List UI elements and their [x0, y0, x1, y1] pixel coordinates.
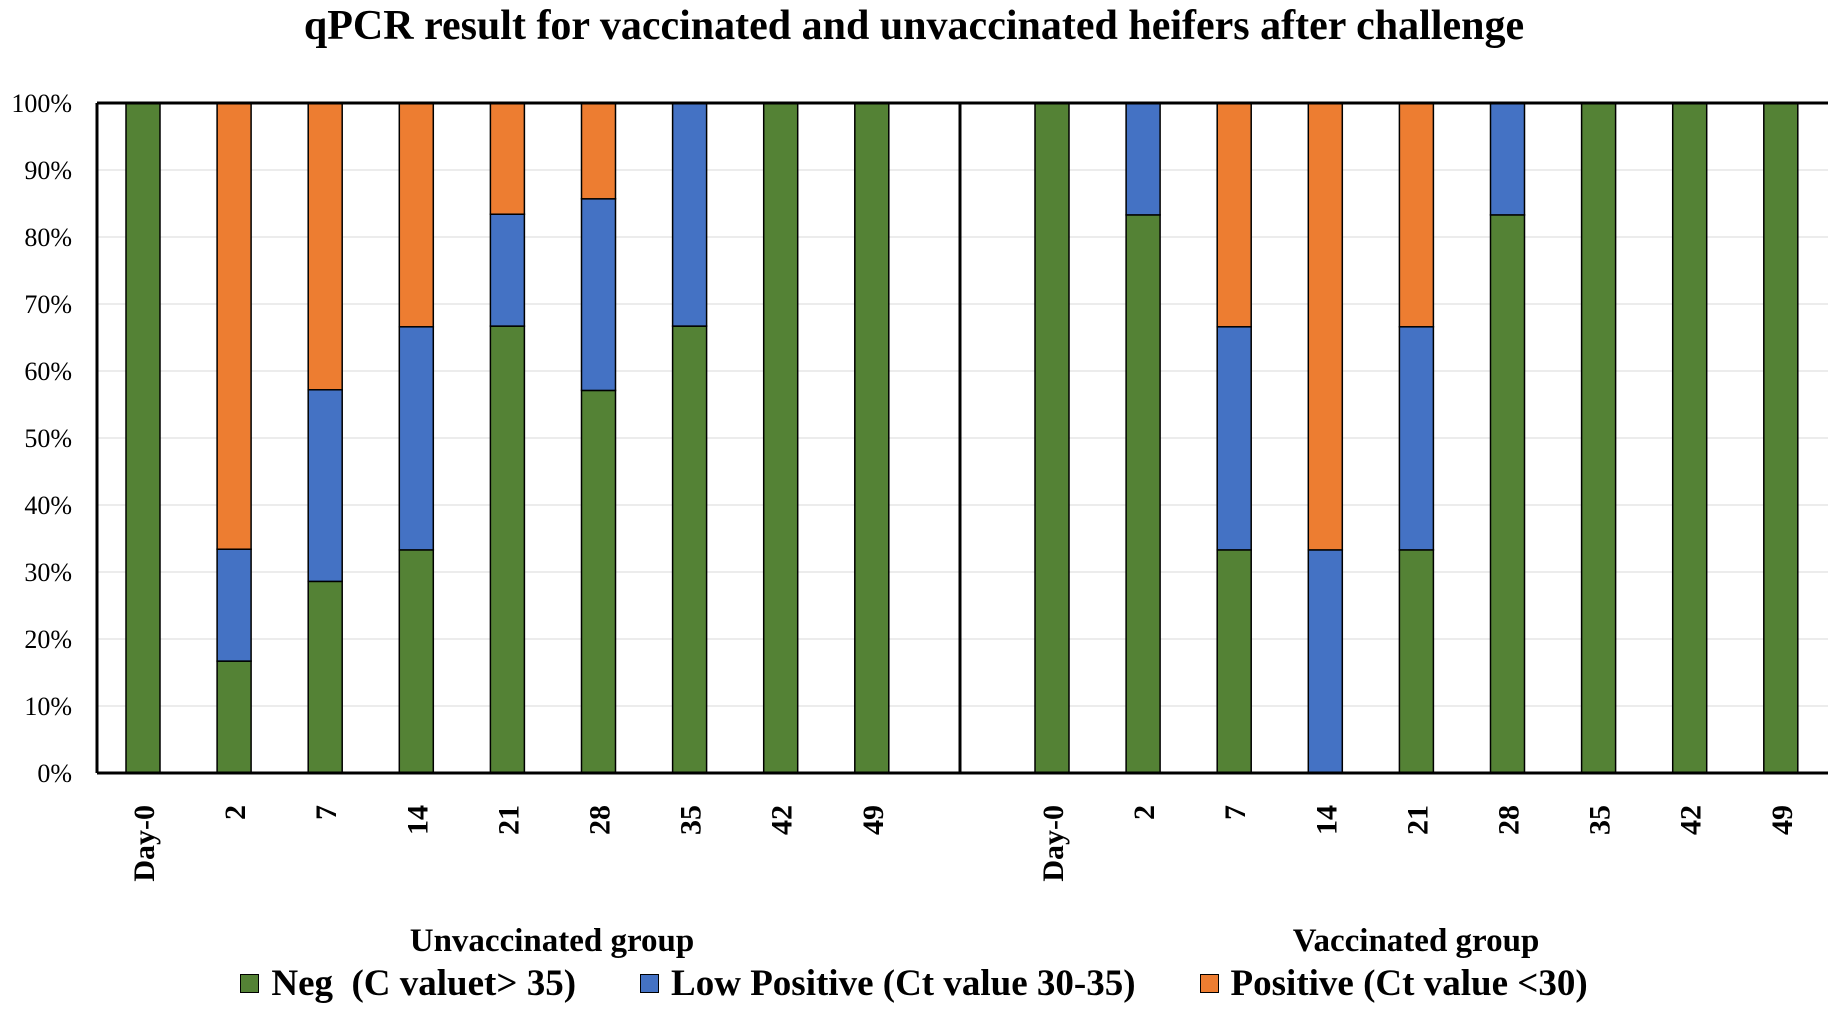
x-tick-label-unvaccinated-group-7: 7	[310, 805, 343, 820]
y-tick-label-30: 30%	[24, 558, 72, 587]
y-tick-label-20: 20%	[24, 625, 72, 654]
legend-swatch-neg	[240, 974, 260, 993]
bar-vaccinated-group-2-low-positive-ct-value-30-35	[1125, 102, 1161, 216]
gridlines	[97, 169, 1828, 707]
y-tick-label-0: 0%	[37, 759, 72, 788]
bar-vaccinated-group-14-positive-ct-value-30	[1307, 102, 1344, 551]
bar-unvaccinated-group-28-low-positive-ct-value-30-35	[580, 198, 617, 392]
bar-unvaccinated-group-day-0-neg-c-valuet-35	[125, 102, 161, 774]
axes	[95, 101, 1828, 775]
bar-unvaccinated-group-49-neg-c-valuet-35	[854, 102, 890, 774]
bar-vaccinated-group-28-neg-c-valuet-35	[1489, 214, 1526, 774]
group-label-unvaccinated-group: Unvaccinated group	[410, 923, 695, 959]
bar-unvaccinated-group-21-low-positive-ct-value-30-35	[489, 213, 526, 327]
group-labels: Unvaccinated group Vaccinated group	[410, 923, 1540, 959]
bar-vaccinated-group-day-0-neg-c-valuet-35	[1034, 102, 1070, 774]
bar-vaccinated-group-35-neg-c-valuet-35	[1580, 102, 1617, 774]
legend-label-neg: Neg (C valuet> 35)	[271, 963, 577, 1004]
bar-unvaccinated-group-14-positive-ct-value-30	[398, 102, 435, 328]
legend: Neg (C valuet> 35) Low Positive (Ct valu…	[0, 962, 1828, 1005]
bar-vaccinated-group-49-neg-c-valuet-35	[1763, 102, 1799, 774]
bar-unvaccinated-group-21-positive-ct-value-30	[489, 102, 526, 215]
x-axis-tick-labels: Day-0 2 7 14 21 28 35 42 49 Day-0 2 7 14 21 28 35 42 49	[128, 805, 1799, 882]
bar-unvaccinated-group-28-neg-c-valuet-35	[580, 389, 617, 774]
legend-item-low-positive: Low Positive (Ct value 30-35)	[640, 962, 1136, 1005]
x-tick-label-unvaccinated-group-28: 28	[584, 805, 617, 835]
bar-vaccinated-group-42-neg-c-valuet-35	[1671, 102, 1708, 774]
x-tick-label-vaccinated-group-42: 42	[1675, 805, 1708, 835]
bar-unvaccinated-group-2-positive-ct-value-30	[216, 102, 252, 550]
bar-unvaccinated-group-7-positive-ct-value-30	[307, 102, 343, 391]
bar-vaccinated-group-7-neg-c-valuet-35	[1216, 549, 1252, 774]
bar-vaccinated-group-14-low-positive-ct-value-30-35	[1307, 549, 1344, 774]
x-tick-label-unvaccinated-group-35: 35	[675, 805, 708, 835]
legend-swatch-positive	[1199, 974, 1219, 993]
x-tick-label-unvaccinated-group-49: 49	[857, 805, 890, 835]
chart-title: qPCR result for vaccinated and unvaccina…	[303, 3, 1525, 49]
bar-vaccinated-group-28-low-positive-ct-value-30-35	[1489, 102, 1526, 216]
x-tick-label-vaccinated-group-2: 2	[1128, 805, 1161, 820]
bar-unvaccinated-group-28-positive-ct-value-30	[580, 102, 617, 200]
y-tick-label-70: 70%	[24, 290, 72, 319]
x-tick-label-vaccinated-group-21: 21	[1401, 805, 1434, 835]
x-tick-label-vaccinated-group-day-0: Day-0	[1037, 805, 1070, 882]
x-tick-label-unvaccinated-group-42: 42	[766, 805, 799, 835]
bar-unvaccinated-group-7-low-positive-ct-value-30-35	[307, 389, 343, 583]
x-tick-label-unvaccinated-group-2: 2	[219, 805, 252, 820]
legend-item-neg: Neg (C valuet> 35)	[240, 962, 576, 1005]
y-tick-label-80: 80%	[24, 223, 72, 252]
y-tick-label-60: 60%	[24, 357, 72, 386]
y-tick-label-90: 90%	[24, 156, 72, 185]
bar-vaccinated-group-21-positive-ct-value-30	[1398, 102, 1435, 328]
bar-vaccinated-group-2-neg-c-valuet-35	[1125, 214, 1161, 774]
bar-vaccinated-group-21-low-positive-ct-value-30-35	[1398, 326, 1435, 551]
bar-vaccinated-group-21-neg-c-valuet-35	[1398, 549, 1435, 774]
bar-unvaccinated-group-14-low-positive-ct-value-30-35	[398, 326, 435, 551]
x-tick-label-vaccinated-group-35: 35	[1584, 805, 1617, 835]
bar-unvaccinated-group-42-neg-c-valuet-35	[762, 102, 799, 774]
bar-unvaccinated-group-21-neg-c-valuet-35	[489, 325, 526, 774]
bar-vaccinated-group-7-positive-ct-value-30	[1216, 102, 1252, 328]
x-tick-label-unvaccinated-group-21: 21	[492, 805, 525, 835]
bar-unvaccinated-group-35-low-positive-ct-value-30-35	[671, 102, 708, 327]
x-tick-label-vaccinated-group-14: 14	[1310, 805, 1343, 835]
bar-unvaccinated-group-14-neg-c-valuet-35	[398, 549, 435, 774]
legend-label-positive: Positive (Ct value <30)	[1230, 963, 1588, 1004]
y-axis-tick-labels: 0% 10% 20% 30% 40% 50% 60% 70% 80% 90% 100%	[11, 89, 72, 788]
legend-label-low-positive: Low Positive (Ct value 30-35)	[671, 963, 1136, 1004]
x-tick-label-unvaccinated-group-14: 14	[401, 805, 434, 835]
y-tick-label-50: 50%	[24, 424, 72, 453]
y-tick-label-100: 100%	[11, 89, 72, 118]
group-label-vaccinated-group: Vaccinated group	[1293, 923, 1540, 959]
bar-unvaccinated-group-35-neg-c-valuet-35	[671, 325, 708, 774]
x-tick-label-vaccinated-group-28: 28	[1493, 805, 1526, 835]
legend-swatch-low-positive	[640, 974, 660, 993]
x-tick-label-vaccinated-group-49: 49	[1766, 805, 1799, 835]
bar-unvaccinated-group-2-neg-c-valuet-35	[216, 660, 252, 774]
bar-unvaccinated-group-7-neg-c-valuet-35	[307, 580, 343, 774]
y-tick-label-40: 40%	[24, 491, 72, 520]
bars	[125, 102, 1799, 774]
x-tick-label-vaccinated-group-7: 7	[1219, 805, 1252, 820]
bar-unvaccinated-group-2-low-positive-ct-value-30-35	[216, 548, 252, 662]
y-tick-label-10: 10%	[24, 692, 72, 721]
x-tick-label-unvaccinated-group-day-0: Day-0	[128, 805, 161, 882]
legend-item-positive: Positive (Ct value <30)	[1199, 962, 1588, 1005]
bar-vaccinated-group-7-low-positive-ct-value-30-35	[1216, 326, 1252, 551]
